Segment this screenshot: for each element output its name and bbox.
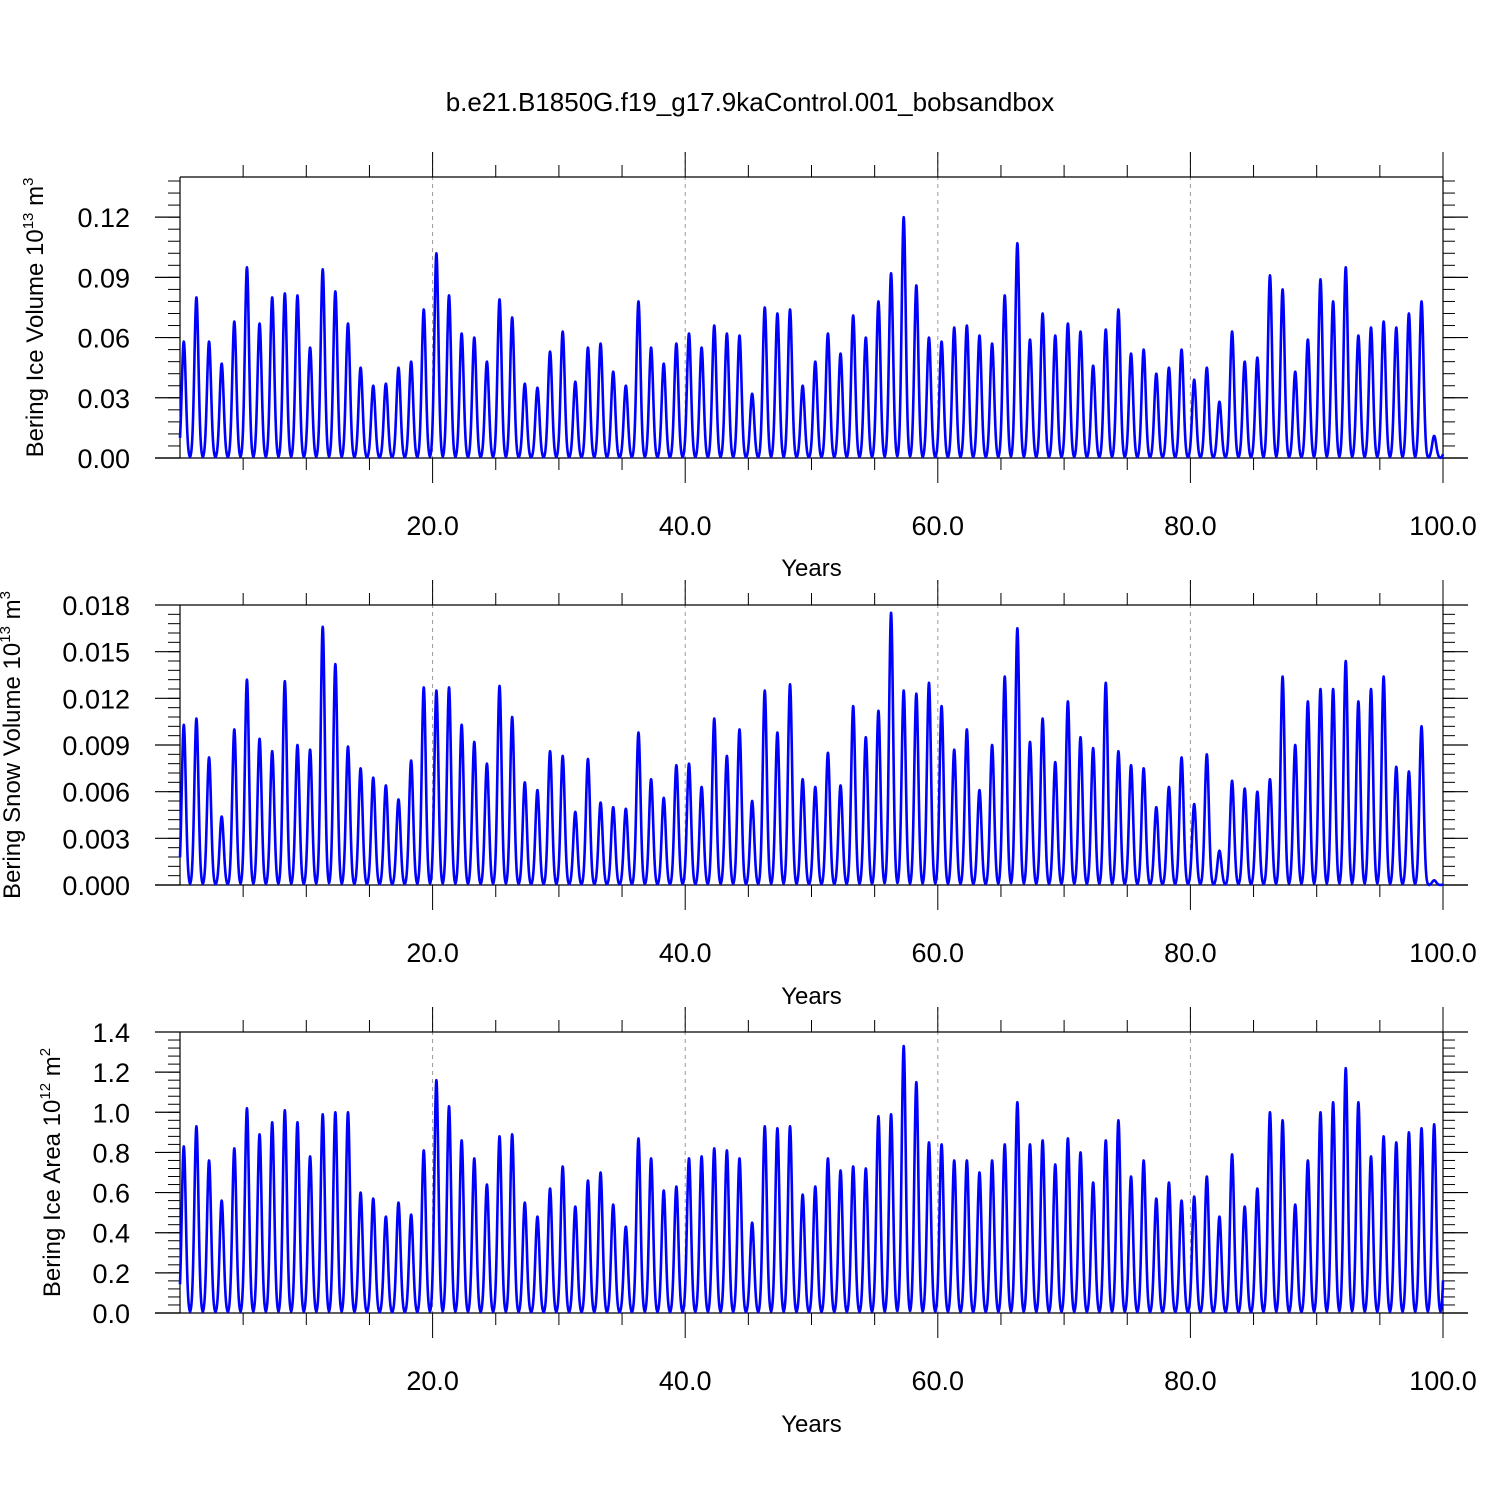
x-tick-label: 80.0 [1164,1366,1217,1396]
x-tick-label: 40.0 [659,511,712,541]
chart-panel-2: 0.000 0.003 0.006 0.009 0.012 0.015 0.018 20.0 4… [0,580,1477,1010]
x-tick-label: 40.0 [659,938,712,968]
chart-panel-3: 0.0 0.2 0.4 0.6 0.8 1.0 1.2 1.4 20.0 40.0 60.0 80.0… [37,1007,1477,1438]
x-tick-label: 60.0 [912,1366,965,1396]
y-tick-label: 1.4 [92,1018,130,1048]
y-tick-label: 0.009 [62,731,130,761]
x-tick-label: 80.0 [1164,511,1217,541]
x-tick-label: 20.0 [406,511,459,541]
x-tick-label: 20.0 [406,1366,459,1396]
x-axis-label: Years [781,983,842,1010]
y-tick-label: 0.06 [77,324,130,354]
y-tick-label: 1.2 [92,1058,130,1088]
y-tick-label: 0.2 [92,1259,130,1289]
chart-panel-1: 0.00 0.03 0.06 0.09 0.12 20.0 40.0 60.0 80.0 100.… [20,152,1477,582]
y-axis-label: Bering Ice Volume 1013 m3 [20,178,49,458]
y-tick-label: 0.00 [77,444,130,474]
y-tick-label: 0.0 [92,1299,130,1329]
panels: 0.00 0.03 0.06 0.09 0.12 20.0 40.0 60.0 80.0 100.… [0,152,1477,1438]
x-tick-label: 100.0 [1409,1366,1477,1396]
x-tick-label: 60.0 [912,938,965,968]
y-tick-label: 0.003 [62,824,130,854]
y-tick-label: 0.12 [77,203,130,233]
y-axis-label: Bering Snow Volume 1013 m3 [0,591,26,899]
y-tick-label: 0.8 [92,1138,130,1168]
series-line [178,215,1445,460]
y-tick-label: 0.6 [92,1179,130,1209]
x-axis-label: Years [781,1411,842,1438]
series-line [178,611,1445,887]
y-tick-label: 0.09 [77,263,130,293]
y-tick-label: 0.03 [77,384,130,414]
x-axis-label: Years [781,555,842,582]
y-tick-label: 0.012 [62,684,130,714]
y-tick-label: 0.015 [62,638,130,668]
x-tick-label: 60.0 [912,511,965,541]
y-tick-label: 1.0 [92,1098,130,1128]
y-tick-label: 0.006 [62,778,130,808]
figure-title: b.e21.B1850G.f19_g17.9kaControl.001_bobs… [446,87,1055,117]
x-tick-label: 20.0 [406,938,459,968]
x-tick-label: 100.0 [1409,511,1477,541]
y-axis-label: Bering Ice Area 1012 m2 [37,1048,66,1297]
series-line [178,1044,1445,1314]
x-tick-label: 100.0 [1409,938,1477,968]
x-tick-label: 80.0 [1164,938,1217,968]
y-tick-label: 0.018 [62,591,130,621]
y-tick-label: 0.000 [62,871,130,901]
y-tick-label: 0.4 [92,1219,130,1249]
x-tick-label: 40.0 [659,1366,712,1396]
